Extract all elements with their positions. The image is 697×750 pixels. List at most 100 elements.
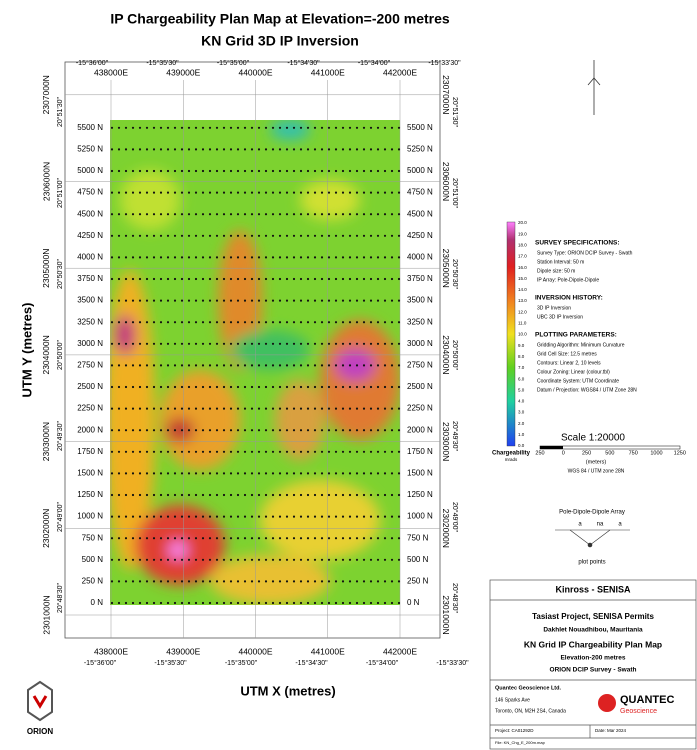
- line-label: 3250 N: [77, 317, 103, 326]
- section-item: Contours: Linear 2, 10 levels: [537, 360, 601, 366]
- northing-label: 2307000N: [441, 75, 451, 114]
- scale-unit: (meters): [586, 459, 607, 465]
- line-label: 3750 N: [407, 274, 433, 283]
- line-label: 750 N: [407, 533, 429, 542]
- line-label: 4500 N: [407, 209, 433, 218]
- array-diagram: [555, 529, 630, 548]
- legend-value: 19.0: [518, 231, 527, 236]
- section-item: Colour Zoning: Linear (colour.tbl): [537, 369, 610, 375]
- line-label: 1000 N: [407, 512, 433, 521]
- line-label: 250 N: [407, 577, 429, 586]
- line-label: 3000 N: [407, 339, 433, 348]
- line-label: 4250 N: [77, 231, 103, 240]
- line-label: 4250 N: [407, 231, 433, 240]
- line-label: 5000 N: [77, 166, 103, 175]
- section-item: UBC 3D IP Inversion: [537, 314, 583, 320]
- orion-logo: [27, 680, 53, 722]
- legend-value: 11.0: [518, 321, 527, 326]
- section-heading: PLOTTING PARAMETERS:: [535, 332, 617, 339]
- legend-value: 18.0: [518, 242, 527, 247]
- northing-label: 2301000N: [441, 595, 451, 634]
- northing-label: 2304000N: [441, 335, 451, 374]
- date: Date: Mar 2024: [595, 728, 627, 733]
- northing-label: 2302000N: [441, 509, 451, 548]
- line-label: 1250 N: [407, 490, 433, 499]
- orion-text: ORION: [27, 727, 53, 736]
- easting-label: 439000E: [166, 67, 200, 77]
- line-label: 2000 N: [407, 425, 433, 434]
- northing-label: 2304000N: [41, 335, 51, 374]
- line-label: 0 N: [91, 598, 104, 607]
- longitude-label: -15°33'30": [428, 59, 461, 67]
- legend-value: 14.0: [518, 287, 527, 292]
- legend-value: 17.0: [518, 254, 527, 259]
- line-label: 4750 N: [407, 188, 433, 197]
- quantec-logo: [598, 694, 616, 712]
- scale-title: Scale 1:20000: [561, 433, 625, 444]
- latitude-label: 20°49'00": [451, 502, 459, 532]
- line-label: 2250 N: [77, 404, 103, 413]
- northing-label: 2301000N: [41, 595, 51, 634]
- map-frame: [64, 61, 441, 639]
- latitude-label: 20°49'00": [56, 501, 64, 531]
- latitude-label: 20°50'30": [451, 259, 459, 289]
- scale-tick: 750: [629, 450, 638, 456]
- line-label: 4000 N: [77, 253, 103, 262]
- line-label: 2500 N: [407, 382, 433, 391]
- scale-tick: 500: [605, 450, 614, 456]
- logo-sub: Geoscience: [620, 708, 657, 715]
- easting-label: 441000E: [311, 67, 345, 77]
- line-label: 2750 N: [77, 361, 103, 370]
- labels: IP Chargeability Plan Map at Elevation=-…: [19, 11, 685, 745]
- survey: ORION DCIP Survey - Swath: [550, 667, 637, 674]
- legend-value: 16.0: [518, 265, 527, 270]
- northing-label: 2302000N: [41, 509, 51, 548]
- scale-tick: 250: [582, 450, 591, 456]
- section-item: Grid Cell Size: 12.5 metres: [537, 351, 597, 357]
- section-item: 3D IP Inversion: [537, 305, 571, 311]
- latitude-label: 20°51'00": [451, 178, 459, 208]
- legend-value: 4.0: [518, 399, 525, 404]
- line-label: 750 N: [82, 533, 104, 542]
- subtitle: KN Grid 3D IP Inversion: [201, 33, 359, 49]
- line-label: 5250 N: [407, 145, 433, 154]
- northing-label: 2306000N: [441, 162, 451, 201]
- section-item: Station Interval: 50 m: [537, 259, 584, 265]
- array-label: na: [597, 522, 604, 528]
- longitude-label: -15°35'00": [217, 59, 250, 67]
- easting-label: 439000E: [166, 646, 200, 656]
- line-label: 5500 N: [77, 123, 103, 132]
- longitude-label: -15°34'30": [295, 659, 328, 667]
- address: 146 Sparks Ave: [495, 697, 530, 703]
- legend-value: 15.0: [518, 276, 527, 281]
- legend-value: 1.0: [518, 432, 525, 437]
- line-label: 4000 N: [407, 253, 433, 262]
- section-item: Survey Type: ORION DCIP Survey - Swath: [537, 250, 633, 256]
- scale-tick: 1250: [674, 450, 686, 456]
- file: File: KN_Chg_E_200m.map: [495, 740, 546, 745]
- line-label: 2250 N: [407, 404, 433, 413]
- project-number: Project: CA01292D: [495, 728, 534, 733]
- longitude-label: -15°34'00": [358, 59, 391, 67]
- logo-text: QUANTEC: [620, 694, 674, 706]
- latitude-label: 20°51'30": [451, 97, 459, 127]
- legend-value: 7.0: [518, 365, 525, 370]
- line-label: 3500 N: [77, 296, 103, 305]
- easting-label: 441000E: [311, 646, 345, 656]
- easting-label: 442000E: [383, 646, 417, 656]
- northing-label: 2307000N: [41, 75, 51, 114]
- line-label: 5000 N: [407, 166, 433, 175]
- northing-label: 2303000N: [41, 422, 51, 461]
- section-heading: SURVEY SPECIFICATIONS:: [535, 240, 620, 247]
- longitude-label: -15°36'00": [84, 659, 117, 667]
- scale-datum: WGS 84 / UTM zone 28N: [568, 468, 625, 474]
- section-item: Coordinate System: UTM Coordinate: [537, 378, 619, 384]
- section-item: Dipole size: 50 m: [537, 268, 575, 274]
- title: IP Chargeability Plan Map at Elevation=-…: [110, 11, 450, 27]
- legend-value: 12.0: [518, 309, 527, 314]
- legend-value: 10.0: [518, 332, 527, 337]
- scale-bar: [540, 446, 563, 449]
- legend-unit: mrads: [505, 457, 518, 462]
- elevation: Elevation-200 metres: [560, 655, 625, 662]
